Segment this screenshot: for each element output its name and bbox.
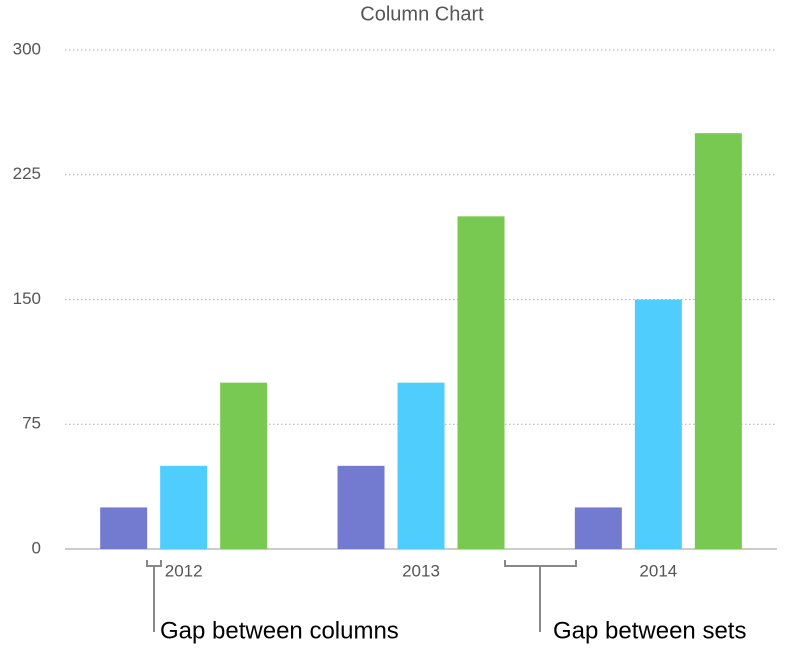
bar (694, 133, 742, 549)
bar (160, 465, 208, 549)
bar (220, 382, 268, 549)
bar (337, 465, 385, 549)
column-gap-bracket (146, 560, 162, 632)
bar (574, 507, 622, 549)
bar (397, 382, 445, 549)
bar (634, 299, 682, 549)
annotation: Gap between columns (160, 617, 399, 644)
y-tick-label: 150 (13, 289, 41, 308)
x-tick-label: 2014 (639, 561, 677, 580)
chart-title: Column Chart (360, 3, 484, 25)
bar (100, 507, 148, 549)
y-tick-label: 0 (32, 538, 41, 557)
x-tick-label: 2012 (165, 561, 203, 580)
y-tick-label: 75 (22, 414, 41, 433)
annotation: Gap between sets (553, 617, 746, 644)
bar (457, 216, 505, 550)
y-tick-label: 225 (13, 164, 41, 183)
x-tick-label: 2013 (402, 561, 440, 580)
set-gap-bracket (504, 560, 577, 632)
y-tick-label: 300 (13, 39, 41, 58)
